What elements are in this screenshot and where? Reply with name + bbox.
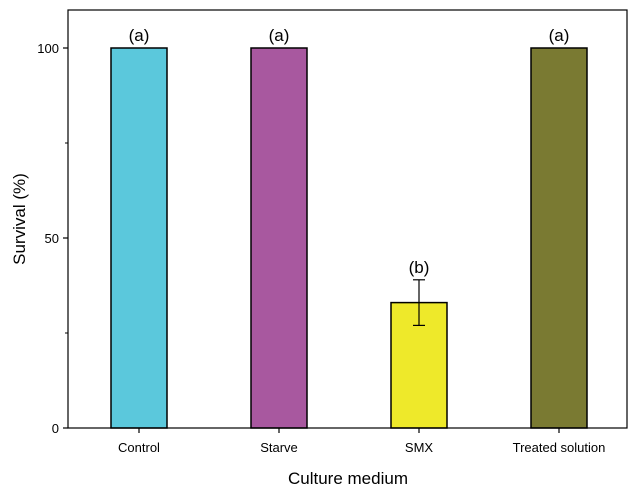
- y-axis-title: Survival (%): [10, 173, 29, 265]
- x-tick-label: SMX: [405, 440, 434, 455]
- x-tick-label: Starve: [260, 440, 298, 455]
- plot-frame: [67, 9, 628, 429]
- bar-annotations-layer: (a) (a) (b) (a): [129, 26, 570, 277]
- bar-annotation: (a): [269, 26, 290, 45]
- bar-starve: [250, 47, 308, 429]
- y-tick-label: 0: [52, 421, 59, 436]
- bar-control: [110, 47, 168, 429]
- bar-annotation: (b): [409, 258, 430, 277]
- bar-annotation: (a): [549, 26, 570, 45]
- bar-treated-solution: [530, 47, 588, 429]
- y-tick-label: 100: [37, 41, 59, 56]
- y-tick-label: 50: [45, 231, 59, 246]
- x-tick-label: Treated solution: [513, 440, 606, 455]
- bars-layer: [110, 47, 588, 429]
- error-bars-layer: [413, 279, 425, 326]
- bar-annotation: (a): [129, 26, 150, 45]
- ticks-layer: Control Starve SMX Treated solution 0 50 100: [37, 41, 605, 455]
- x-axis-title: Culture medium: [288, 469, 408, 488]
- x-tick-label: Control: [118, 440, 160, 455]
